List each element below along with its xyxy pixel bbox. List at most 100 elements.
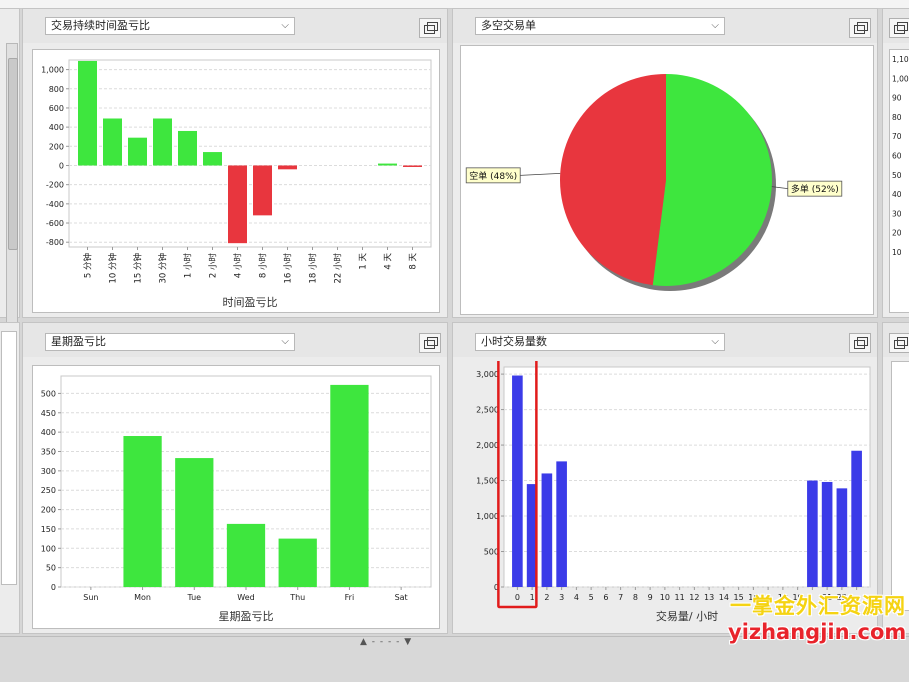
weekday-xtick-label: Tue xyxy=(186,593,201,602)
duration-xtick-label: 18 小时 xyxy=(308,253,319,284)
hourly-bar-20 xyxy=(807,480,818,587)
maximize-icon[interactable] xyxy=(889,18,909,38)
hourly-ytick-label: 1,000 xyxy=(476,512,499,521)
weekday-chart: 0 50 100 150 200 250 300 350 400 450 500 Sun Mon Tue W… xyxy=(41,375,432,623)
weekday-ytick-label: 200 xyxy=(41,506,56,515)
duration-ytick-label: 1,000 xyxy=(41,66,64,75)
duration-xtick-label: 22 小时 xyxy=(333,253,344,284)
hourly-bar-23 xyxy=(851,450,862,587)
weekday-ytick-label: 50 xyxy=(46,564,56,573)
weekday-xlabel: 星期盈亏比 xyxy=(219,610,274,623)
hourly-ytick-label: 0 xyxy=(494,583,499,592)
longshort-dropdown[interactable]: 多空交易单 ⌵ xyxy=(475,17,725,35)
hourly-xtick-label: 15 xyxy=(734,593,744,602)
weekday-xtick-label: Sun xyxy=(83,593,98,602)
weekday-bar-5 xyxy=(330,384,369,587)
weekday-ytick-label: 150 xyxy=(41,525,56,534)
weekday-bar-3 xyxy=(226,523,266,587)
maximize-icon[interactable] xyxy=(419,18,441,38)
duration-ytick-label: 0 xyxy=(59,161,64,170)
weekday-xtick-label: Fri xyxy=(345,593,355,602)
right-partial-chart-area: 1,10 1,00 90 80 70 60 50 40 30 20 10 xyxy=(889,49,909,313)
weekday-panel: 星期盈亏比 ⌵ 0 50 100 150 200 250 300 350 400 450 500 Su… xyxy=(22,322,448,634)
duration-xtick-label: 10 分钟 xyxy=(108,253,119,284)
weekday-dropdown[interactable]: 星期盈亏比 ⌵ xyxy=(45,333,295,351)
hourly-bar-1 xyxy=(526,484,538,587)
left-partial-panel-top xyxy=(0,8,20,325)
duration-ytick-label: 600 xyxy=(49,104,64,113)
duration-chart: 1,000 800 600 400 200 0 -200 -400 -600 -800 5 分钟 10… xyxy=(41,59,432,309)
duration-ytick-label: -200 xyxy=(46,181,64,190)
vertical-scrollbar[interactable] xyxy=(6,43,18,325)
weekday-ytick-label: 250 xyxy=(41,486,56,495)
maximize-icon[interactable] xyxy=(849,18,871,38)
hourly-xtick-label: 14 xyxy=(719,593,729,602)
duration-xtick-label: 4 小时 xyxy=(233,253,244,279)
weekday-ytick-label: 500 xyxy=(41,389,56,398)
hourly-xtick-label: 18 xyxy=(778,593,788,602)
duration-xlabel: 时间盈亏比 xyxy=(223,296,278,309)
duration-ytick-label: -600 xyxy=(46,219,64,228)
duration-xtick-label: 30 分钟 xyxy=(158,253,169,284)
chevron-down-icon: ⌵ xyxy=(711,336,719,347)
watermark-line2: yizhangjin.com xyxy=(728,620,907,644)
hourly-xtick-label: 5 xyxy=(589,593,594,602)
pie-leader-1 xyxy=(520,172,561,176)
scrollbar-thumb[interactable] xyxy=(8,58,18,250)
duration-bar-2 xyxy=(128,137,147,166)
hourly-xtick-label: 9 xyxy=(648,593,653,602)
duration-xtick-label: 2 小时 xyxy=(208,253,219,279)
weekday-ytick-label: 300 xyxy=(41,467,56,476)
weekday-xtick-label: Thu xyxy=(289,593,305,602)
right-partial-ytick-label: 60 xyxy=(892,152,902,161)
right-partial-ytick-label: 90 xyxy=(892,94,902,103)
duration-bar-8 xyxy=(278,165,297,170)
hourly-xtick-label: 2 xyxy=(544,593,549,602)
longshort-panel: 多空交易单 ⌵ 多单 (52%) 空单 (48%) xyxy=(452,8,878,318)
weekday-xtick-label: Wed xyxy=(237,593,254,602)
duration-dropdown-value: 交易持续时间盈亏比 xyxy=(51,19,150,32)
left-partial-chart xyxy=(1,331,17,585)
hourly-xtick-label: 22 xyxy=(837,593,847,602)
weekday-ytick-label: 100 xyxy=(41,544,56,553)
hourly-dropdown[interactable]: 小时交易量数 ⌵ xyxy=(475,333,725,351)
duration-xtick-label: 15 分钟 xyxy=(133,253,144,284)
right-partial-ytick-label: 40 xyxy=(892,190,902,199)
duration-xtick-label: 1 天 xyxy=(359,253,369,270)
weekday-ytick-label: 450 xyxy=(41,409,56,418)
hourly-xtick-label: 21 xyxy=(822,593,832,602)
duration-panel: 交易持续时间盈亏比 ⌵ 1,000 800 600 400 200 0 -200 -400 -6… xyxy=(22,8,448,318)
right-partial-ytick-label: 30 xyxy=(892,209,902,218)
weekday-ytick-label: 400 xyxy=(41,428,56,437)
maximize-icon[interactable] xyxy=(889,333,909,353)
maximize-icon[interactable] xyxy=(849,333,871,353)
maximize-icon[interactable] xyxy=(419,333,441,353)
hourly-ytick-label: 2,500 xyxy=(476,406,499,415)
duration-bar-1 xyxy=(103,118,122,166)
pie-label-box-0 xyxy=(787,180,843,197)
splitter-handle[interactable]: ▲ - - - - ▼ xyxy=(360,637,413,647)
longshort-chart: 多单 (52%) 空单 (48%) xyxy=(465,74,843,291)
pie-slice-0 xyxy=(652,74,772,286)
hourly-bar-22 xyxy=(836,488,848,587)
weekday-chart-area: 0 50 100 150 200 250 300 350 400 450 500 Sun Mon Tue W… xyxy=(32,365,440,629)
weekday-bar-1 xyxy=(123,436,162,587)
longshort-chart-area: 多单 (52%) 空单 (48%) xyxy=(460,45,874,315)
duration-bar-0 xyxy=(78,60,97,166)
weekday-ytick-label: 350 xyxy=(41,447,56,456)
hourly-xtick-label: 12 xyxy=(689,593,699,602)
hourly-ytick-label: 1,500 xyxy=(476,477,499,486)
hourly-xtick-label: 3 xyxy=(559,593,564,602)
weekday-xtick-label: Mon xyxy=(134,593,151,602)
duration-xtick-label: 8 天 xyxy=(409,253,419,270)
duration-bar-3 xyxy=(153,118,172,166)
hourly-xtick-label: 13 xyxy=(704,593,714,602)
right-partial-panel-top: 1,10 1,00 90 80 70 60 50 40 30 20 10 xyxy=(882,8,909,318)
hourly-xtick-label: 11 xyxy=(675,593,685,602)
duration-xtick-label: 8 小时 xyxy=(258,253,269,279)
left-partial-panel-bottom xyxy=(0,322,20,634)
duration-dropdown[interactable]: 交易持续时间盈亏比 ⌵ xyxy=(45,17,295,35)
pie-label-1: 空单 (48%) xyxy=(469,170,517,182)
right-partial-ytick-label: 50 xyxy=(892,171,902,180)
